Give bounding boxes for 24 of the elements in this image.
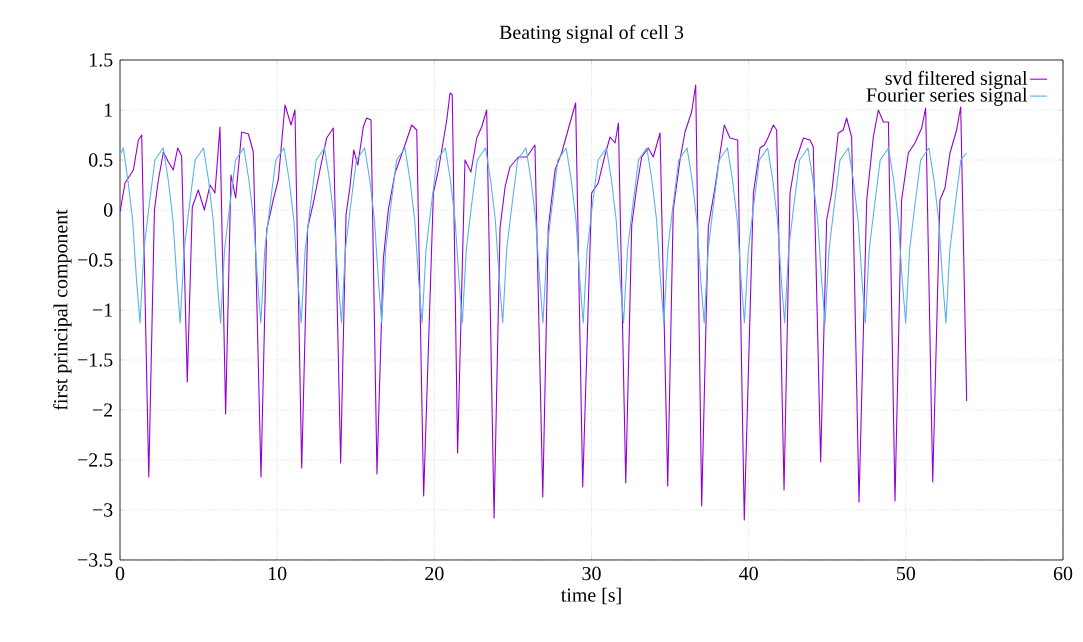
y-tick-label: −2 xyxy=(92,403,113,417)
y-tick-label: −3 xyxy=(92,503,113,517)
x-tick-label: 20 xyxy=(425,566,444,581)
y-tick-label: 0.5 xyxy=(89,153,113,167)
y-tick-label: −0.5 xyxy=(78,253,113,267)
y-tick-label: −1 xyxy=(92,303,112,317)
y-tick-label: 1.5 xyxy=(90,53,113,67)
x-tick-label: 40 xyxy=(739,566,758,581)
y-tick-label: 0 xyxy=(103,203,113,217)
y-axis-title: first principal component xyxy=(53,209,72,411)
chart-title: Beating signal of cell 3 xyxy=(499,24,684,44)
x-tick-label: 30 xyxy=(582,566,601,581)
legend-label: Fourier series signal xyxy=(866,87,1028,106)
y-tick-label: −1.5 xyxy=(78,353,113,367)
x-tick-label: 50 xyxy=(897,566,916,581)
y-tick-label: −2.5 xyxy=(78,453,113,467)
x-axis-title: time [s] xyxy=(560,587,621,605)
legend-label: svd filtered signal xyxy=(885,70,1028,89)
y-tick-label: 1 xyxy=(104,103,112,117)
line-series xyxy=(120,147,968,324)
y-tick-label: −3.5 xyxy=(78,553,113,567)
x-tick-label: 0 xyxy=(115,566,125,581)
x-tick-label: 60 xyxy=(1053,566,1073,581)
x-tick-label: 10 xyxy=(268,566,287,581)
